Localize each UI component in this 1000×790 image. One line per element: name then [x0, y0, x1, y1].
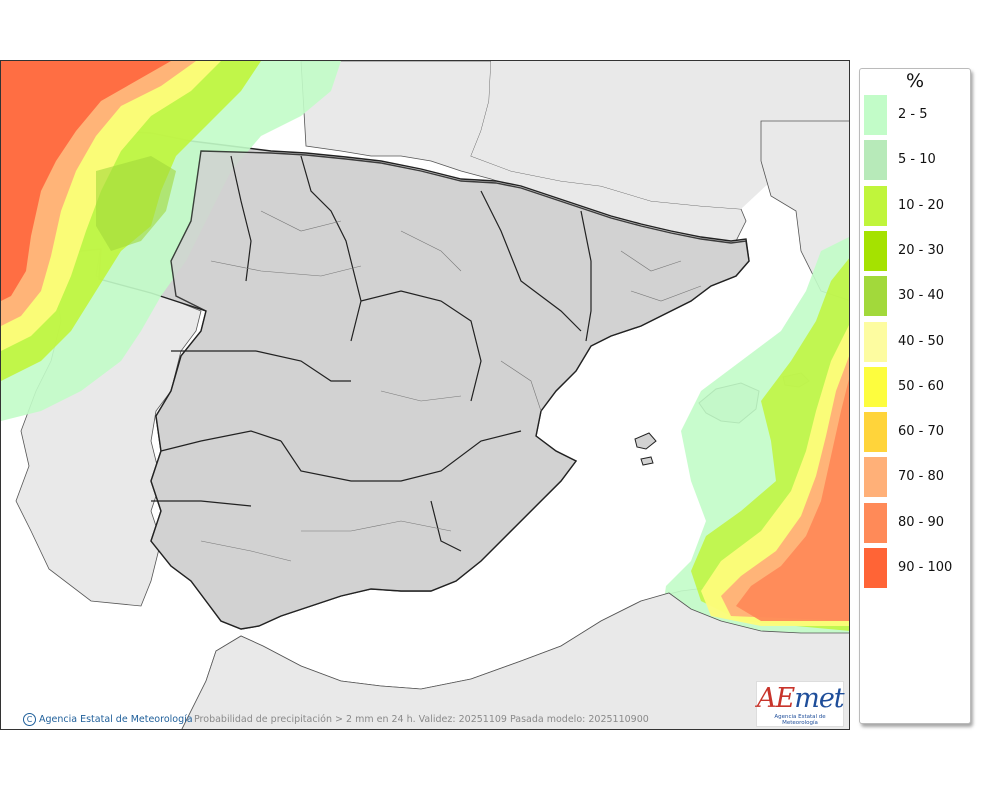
legend-label: 10 - 20 — [898, 197, 945, 213]
aemet-subtitle: Agencia Estatal de Meteorología — [774, 714, 826, 726]
legend-item: 20 - 30 — [864, 230, 968, 271]
france-land-north — [471, 61, 849, 211]
legend-label: 20 - 30 — [898, 242, 945, 258]
precip-zone-nw-90-100 — [1, 61, 171, 301]
map-frame: C Agencia Estatal de Meteorología Probabi… — [0, 60, 850, 730]
map-caption: Probabilidad de precipitación > 2 mm en … — [194, 714, 649, 725]
legend-item: 60 - 70 — [864, 412, 968, 453]
legend-label: 5 - 10 — [898, 152, 936, 168]
legend-swatch — [864, 95, 887, 135]
legend-title: % — [905, 70, 925, 92]
aemet-brand-ae: AE — [757, 683, 795, 714]
africa-coast-overlay — [181, 592, 849, 729]
legend-item: 2 - 5 — [864, 95, 968, 135]
precipitation-probability-map — [1, 61, 849, 729]
agency-credit: C Agencia Estatal de Meteorología — [23, 713, 193, 726]
legend-item: 50 - 60 — [864, 366, 968, 407]
ibiza-island — [634, 432, 657, 450]
legend-swatch — [864, 548, 887, 588]
legend-swatch — [864, 185, 887, 226]
copyright-icon: C — [23, 713, 36, 726]
legend-panel: % 2 - 5 5 - 10 10 - 20 20 - 30 30 - 40 40 - 5… — [859, 68, 971, 724]
province-borders — [200, 210, 702, 562]
legend-item: 70 - 80 — [864, 457, 968, 498]
legend-swatch — [864, 366, 887, 407]
legend-swatch — [864, 321, 887, 362]
legend-swatch — [864, 276, 887, 317]
legend-item: 40 - 50 — [864, 321, 968, 362]
legend-label: 40 - 50 — [898, 333, 945, 349]
legend-label: 2 - 5 — [898, 107, 928, 122]
regional-borders — [151, 155, 592, 552]
formentera-island — [640, 456, 654, 466]
legend-label: 90 - 100 — [898, 560, 953, 575]
spain-land-overlay — [150, 150, 750, 630]
legend-swatch — [864, 140, 887, 181]
legend-label: 50 - 60 — [898, 378, 945, 394]
legend-item: 80 - 90 — [864, 502, 968, 543]
aemet-brand-met: met — [794, 683, 844, 714]
legend-label: 60 - 70 — [898, 424, 945, 440]
legend-label: 70 - 80 — [898, 469, 945, 485]
legend-item: 90 - 100 — [864, 548, 968, 588]
legend-label: 80 - 90 — [898, 514, 945, 530]
aemet-logo: AEmet Agencia Estatal de Meteorología — [756, 681, 845, 727]
legend-swatch — [864, 230, 887, 271]
legend-swatch — [864, 412, 887, 453]
precip-zone-galicia — [96, 156, 176, 251]
legend-label: 30 - 40 — [898, 288, 945, 304]
legend-item: 30 - 40 — [864, 276, 968, 317]
legend-swatch — [864, 502, 887, 543]
legend-item: 10 - 20 — [864, 185, 968, 226]
aemet-brand: AEmet — [757, 682, 845, 716]
legend-item: 5 - 10 — [864, 140, 968, 181]
agency-name: Agencia Estatal de Meteorología — [39, 714, 193, 725]
precip-zone-se-80-90 — [736, 379, 849, 621]
legend-swatch — [864, 457, 887, 498]
